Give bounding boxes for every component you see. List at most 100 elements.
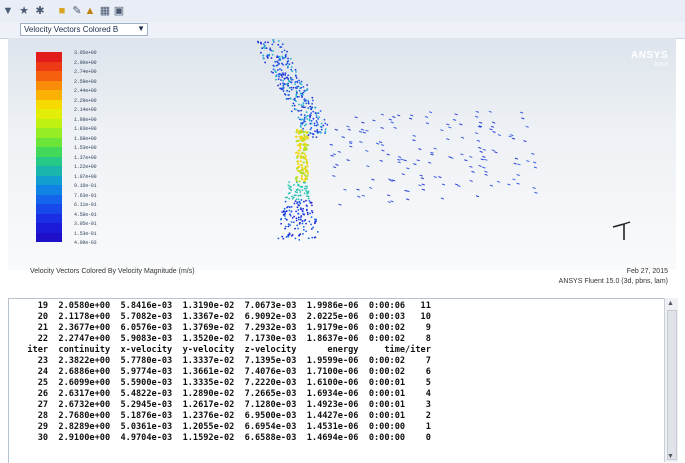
velocity-vector bbox=[286, 236, 288, 238]
velocity-vector bbox=[526, 126, 529, 127]
console-output[interactable]: 19 2.0580e+00 5.8416e-03 1.3190e-02 7.06… bbox=[8, 298, 665, 463]
velocity-vector bbox=[301, 96, 303, 98]
velocity-vector bbox=[297, 81, 299, 83]
velocity-vector bbox=[490, 185, 493, 186]
velocity-vector bbox=[300, 122, 302, 124]
velocity-vector bbox=[287, 206, 289, 208]
velocity-vector bbox=[298, 217, 300, 219]
velocity-vector bbox=[318, 112, 320, 114]
velocity-vector bbox=[300, 186, 302, 188]
velocity-vector bbox=[295, 179, 297, 181]
velocity-vector bbox=[287, 58, 289, 60]
velocity-vector bbox=[448, 127, 451, 128]
velocity-vector bbox=[361, 129, 364, 130]
velocity-vector bbox=[348, 129, 351, 130]
velocity-vector bbox=[297, 206, 299, 208]
velocity-vector bbox=[389, 119, 392, 120]
velocity-vector bbox=[372, 120, 375, 121]
color-scale-band bbox=[36, 52, 62, 62]
velocity-vector bbox=[298, 198, 300, 200]
velocity-vector bbox=[310, 223, 312, 225]
color-scale-label: 1.83e+00 bbox=[74, 126, 96, 132]
velocity-vector bbox=[280, 218, 282, 220]
velocity-vector bbox=[449, 157, 452, 158]
arrow-dropdown-icon[interactable]: ▼ bbox=[2, 3, 14, 18]
velocity-vector bbox=[320, 110, 322, 112]
velocity-vector bbox=[299, 223, 301, 225]
velocity-vector bbox=[406, 199, 409, 200]
velocity-vector bbox=[305, 136, 307, 138]
velocity-vector bbox=[294, 203, 296, 205]
velocity-vector bbox=[295, 95, 297, 97]
velocity-vector bbox=[391, 122, 394, 123]
velocity-vector bbox=[306, 195, 308, 197]
velocity-vector bbox=[283, 90, 285, 92]
tool-dropdown-icon[interactable]: ★ bbox=[18, 3, 30, 18]
grid-icon[interactable]: ▦ bbox=[100, 3, 110, 18]
figure-icon[interactable]: ▲ bbox=[84, 3, 96, 18]
velocity-vector bbox=[283, 74, 285, 76]
velocity-vector bbox=[295, 131, 297, 133]
folder-icon[interactable]: ■ bbox=[56, 3, 68, 18]
velocity-vector bbox=[275, 79, 277, 81]
tool-dropdown-icon[interactable]: ✱ bbox=[34, 3, 46, 18]
velocity-vector bbox=[316, 120, 318, 122]
velocity-vector bbox=[390, 180, 393, 181]
velocity-vector bbox=[285, 226, 287, 228]
velocity-vector bbox=[278, 40, 280, 42]
velocity-vector bbox=[264, 62, 266, 64]
velocity-vector bbox=[455, 114, 458, 115]
graphics-window-selector[interactable]: Velocity Vectors Colored B ▼ bbox=[20, 23, 148, 36]
velocity-vector bbox=[314, 221, 316, 223]
axis-triad-icon bbox=[610, 220, 632, 242]
velocity-vector bbox=[272, 50, 274, 52]
velocity-vector bbox=[292, 79, 294, 81]
velocity-vector bbox=[300, 87, 302, 89]
scroll-thumb[interactable] bbox=[667, 310, 677, 460]
ansys-logo: ANSYS bbox=[631, 50, 668, 61]
velocity-vector bbox=[304, 157, 306, 159]
velocity-vector bbox=[314, 130, 316, 132]
velocity-vector bbox=[404, 160, 407, 161]
velocity-vector bbox=[287, 84, 289, 86]
pen-icon[interactable]: ✎ bbox=[72, 3, 82, 18]
console-scrollbar[interactable]: ▲ ▼ bbox=[664, 298, 678, 462]
velocity-vector bbox=[301, 199, 303, 201]
velocity-vector bbox=[291, 105, 293, 107]
velocity-vector bbox=[297, 163, 299, 165]
velocity-vector bbox=[267, 54, 269, 56]
scroll-down-icon[interactable]: ▼ bbox=[667, 453, 674, 460]
velocity-vector bbox=[288, 181, 290, 183]
velocity-vector bbox=[312, 136, 314, 138]
velocity-vector bbox=[324, 131, 326, 133]
velocity-vector bbox=[299, 90, 301, 92]
scroll-up-icon[interactable]: ▲ bbox=[667, 300, 674, 307]
save-icon[interactable]: ▣ bbox=[114, 3, 124, 18]
color-scale-label: 2.29e+00 bbox=[74, 98, 96, 104]
velocity-vector bbox=[308, 237, 310, 239]
velocity-vector bbox=[269, 47, 271, 49]
velocity-vector bbox=[298, 185, 300, 187]
velocity-vector bbox=[361, 122, 364, 123]
velocity-vector bbox=[303, 214, 305, 216]
velocity-vector bbox=[296, 168, 298, 170]
velocity-vector bbox=[294, 98, 296, 100]
velocity-vector bbox=[483, 149, 486, 150]
velocity-vector bbox=[267, 57, 269, 59]
velocity-vector bbox=[515, 158, 518, 159]
velocity-vector bbox=[363, 132, 366, 133]
velocity-vector bbox=[410, 115, 413, 116]
velocity-vector bbox=[288, 98, 290, 100]
velocity-vector bbox=[263, 43, 265, 45]
velocity-vector bbox=[446, 139, 449, 140]
velocity-vector bbox=[420, 175, 423, 176]
velocity-vector bbox=[290, 98, 292, 100]
velocity-vector bbox=[305, 123, 307, 125]
velocity-vector bbox=[312, 212, 314, 214]
velocity-vector bbox=[296, 217, 298, 219]
velocity-vector bbox=[287, 65, 289, 67]
velocity-vector bbox=[305, 176, 307, 178]
graphics-viewport[interactable]: 3.05e+00 2.90e+00 2.74e+00 2.59e+00 2.44e+00… bbox=[8, 38, 676, 270]
velocity-vector bbox=[294, 228, 296, 230]
velocity-vector bbox=[300, 147, 302, 149]
